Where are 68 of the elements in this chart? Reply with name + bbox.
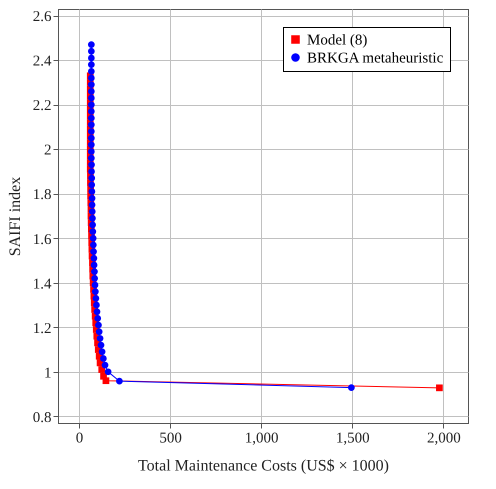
x-tick-label: 1,000 <box>244 430 279 446</box>
point <box>93 302 100 308</box>
point <box>92 295 100 302</box>
point <box>96 328 103 336</box>
point <box>88 48 95 55</box>
point <box>88 41 95 48</box>
point <box>96 335 104 342</box>
point <box>88 141 95 148</box>
point <box>88 68 95 75</box>
point <box>92 288 99 296</box>
y-tick-label: 2.4 <box>32 54 52 70</box>
point <box>94 315 102 322</box>
y-tick-label: 0.8 <box>32 410 52 426</box>
x-tick-label: 1,500 <box>336 430 370 446</box>
point <box>90 234 97 242</box>
y-tick-label: 1.6 <box>32 232 52 248</box>
point <box>94 308 100 316</box>
point <box>88 94 95 102</box>
point <box>102 362 108 368</box>
legend-label: BRKGA metaheuristic <box>307 50 444 66</box>
y-tick-label: 2 <box>44 142 52 159</box>
point <box>88 128 95 135</box>
y-tick-label: 2.6 <box>32 9 52 26</box>
point <box>88 88 95 95</box>
point <box>88 61 95 68</box>
point <box>90 262 98 268</box>
point <box>95 322 102 328</box>
y-tick-label: 1.2 <box>32 320 52 337</box>
point <box>98 342 104 348</box>
legend-label: Model (8) <box>307 32 368 48</box>
x-tick-label: 2,000 <box>427 430 461 446</box>
point <box>88 114 95 122</box>
point <box>92 282 98 288</box>
point <box>89 222 96 228</box>
point <box>104 368 112 376</box>
point <box>88 161 95 168</box>
point <box>88 74 95 82</box>
point <box>102 377 110 384</box>
point <box>116 378 123 384</box>
y-tick-label: 1 <box>44 365 52 382</box>
point <box>89 214 96 222</box>
y-tick-label: 1.8 <box>32 187 52 204</box>
point <box>348 384 355 391</box>
point <box>90 254 98 262</box>
point <box>88 202 96 208</box>
point <box>88 101 95 108</box>
y-axis-title: SAIFI index <box>6 176 24 256</box>
point <box>100 355 107 362</box>
point <box>90 242 97 248</box>
point <box>88 121 95 128</box>
point <box>88 194 96 202</box>
point <box>98 348 106 356</box>
point <box>88 181 96 188</box>
point <box>88 81 95 88</box>
point <box>88 168 95 175</box>
point <box>88 148 95 155</box>
y-tick-label: 2.2 <box>32 98 52 114</box>
x-tick-label: 500 <box>159 430 182 446</box>
x-tick-label: 0 <box>76 430 84 446</box>
x-axis-title: Total Maintenance Costs (US$ × 1000) <box>138 458 389 474</box>
y-tick-label: 1.4 <box>32 276 52 292</box>
point <box>88 54 95 62</box>
point <box>436 384 443 392</box>
point <box>91 274 98 282</box>
point <box>88 208 96 215</box>
point <box>88 108 95 115</box>
point <box>88 174 96 182</box>
point <box>88 188 96 195</box>
